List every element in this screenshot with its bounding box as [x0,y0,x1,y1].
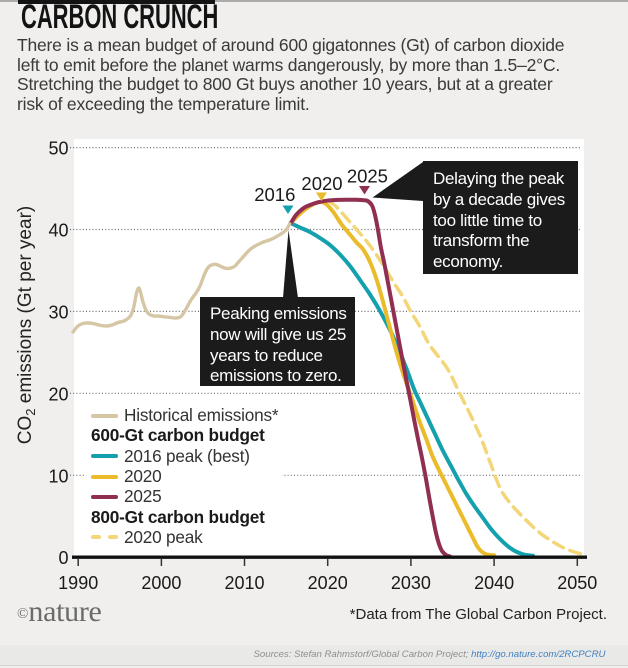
svg-text:2010: 2010 [224,573,264,593]
svg-text:1990: 1990 [58,573,98,593]
svg-text:2050: 2050 [557,573,597,593]
svg-text:10: 10 [48,466,68,486]
svg-text:0: 0 [58,548,68,568]
svg-text:2020: 2020 [308,573,348,593]
svg-text:20: 20 [48,384,68,404]
svg-text:40: 40 [48,221,68,241]
svg-text:2040: 2040 [474,573,514,593]
svg-text:2025: 2025 [347,165,388,186]
svg-text:2000: 2000 [141,573,181,593]
svg-text:CO2 emissions (Gt per year): CO2 emissions (Gt per year) [15,206,38,444]
svg-text:30: 30 [48,302,68,322]
svg-text:2016: 2016 [254,184,295,205]
svg-text:50: 50 [48,139,68,159]
svg-text:2030: 2030 [391,573,431,593]
svg-text:2020: 2020 [301,173,342,194]
